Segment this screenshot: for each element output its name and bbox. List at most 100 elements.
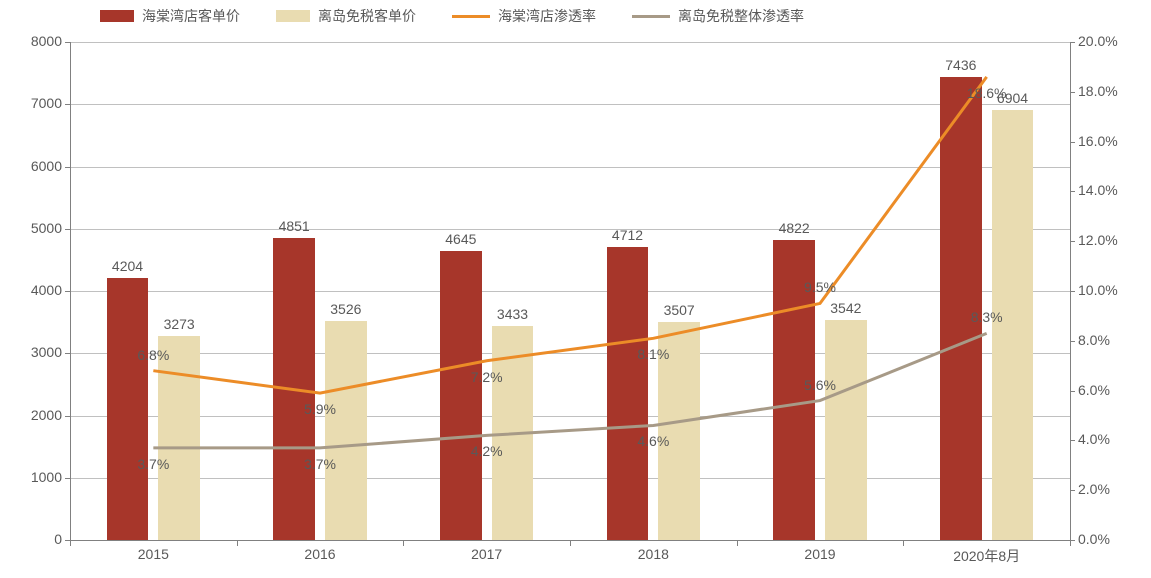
y2-tick: 14.0% [1078, 182, 1118, 198]
x-category-label: 2020年8月 [953, 546, 1020, 566]
y2-tick-mark [1070, 92, 1075, 93]
line-value-label: 7.2% [471, 369, 503, 385]
x-tick-mark [570, 540, 571, 546]
y1-tick-mark [65, 167, 70, 168]
bar [158, 336, 200, 540]
legend-label: 离岛免税客单价 [318, 6, 416, 26]
y1-tick-mark [65, 42, 70, 43]
x-category-label: 2015 [138, 546, 169, 562]
legend-label: 海棠湾店渗透率 [498, 6, 596, 26]
y1-tick: 5000 [31, 220, 62, 236]
legend-swatch [276, 10, 310, 22]
y1-tick-mark [65, 291, 70, 292]
y2-tick: 8.0% [1078, 332, 1110, 348]
bar [825, 320, 867, 540]
y1-tick: 4000 [31, 282, 62, 298]
y2-tick-mark [1070, 391, 1075, 392]
bar-value-label: 3526 [330, 301, 361, 317]
y2-tick: 20.0% [1078, 33, 1118, 49]
bar-value-label: 4645 [445, 231, 476, 247]
bar-value-label: 4204 [112, 258, 143, 274]
line-value-label: 5.9% [304, 401, 336, 417]
x-tick-mark [737, 540, 738, 546]
x-category-label: 2018 [638, 546, 669, 562]
y2-tick: 12.0% [1078, 232, 1118, 248]
x-tick-mark [903, 540, 904, 546]
x-tick-mark [70, 540, 71, 546]
x-category-label: 2017 [471, 546, 502, 562]
y1-tick-mark [65, 478, 70, 479]
line-value-label: 4.6% [637, 433, 669, 449]
line-value-label: 4.2% [471, 443, 503, 459]
bar [492, 326, 534, 540]
bar [607, 247, 649, 540]
legend-label: 海棠湾店客单价 [142, 6, 240, 26]
x-category-label: 2016 [304, 546, 335, 562]
y2-tick: 2.0% [1078, 481, 1110, 497]
gridline [70, 167, 1070, 168]
y1-tick-mark [65, 229, 70, 230]
y1-axis [70, 42, 71, 540]
line-value-label: 6.8% [137, 347, 169, 363]
bar [107, 278, 149, 540]
y2-tick: 10.0% [1078, 282, 1118, 298]
y1-tick: 0 [54, 531, 62, 547]
y2-tick: 18.0% [1078, 83, 1118, 99]
gridline [70, 42, 1070, 43]
y2-tick-mark [1070, 142, 1075, 143]
line-value-label: 3.7% [304, 456, 336, 472]
gridline [70, 478, 1070, 479]
legend-item: 离岛免税客单价 [276, 6, 416, 26]
bar [273, 238, 315, 540]
line-value-label: 18.6% [967, 85, 1007, 101]
line-value-label: 9.5% [804, 279, 836, 295]
bar [325, 321, 367, 540]
bar-value-label: 4712 [612, 227, 643, 243]
y2-tick: 16.0% [1078, 133, 1118, 149]
y1-tick-mark [65, 104, 70, 105]
x-tick-mark [1070, 540, 1071, 546]
y2-tick-mark [1070, 191, 1075, 192]
y2-tick-mark [1070, 241, 1075, 242]
bar-value-label: 4822 [779, 220, 810, 236]
bar-value-label: 3433 [497, 306, 528, 322]
bar-value-label: 3542 [830, 300, 861, 316]
legend-line [452, 15, 490, 18]
legend-item: 海棠湾店客单价 [100, 6, 240, 26]
legend-label: 离岛免税整体渗透率 [678, 6, 804, 26]
y1-tick: 8000 [31, 33, 62, 49]
legend: 海棠湾店客单价 离岛免税客单价 海棠湾店渗透率 离岛免税整体渗透率 [100, 6, 804, 26]
line-value-label: 5.6% [804, 377, 836, 393]
y2-tick-mark [1070, 440, 1075, 441]
y2-tick-mark [1070, 291, 1075, 292]
y2-tick: 4.0% [1078, 431, 1110, 447]
legend-swatch [100, 10, 134, 22]
line-value-label: 8.1% [637, 346, 669, 362]
gridline [70, 229, 1070, 230]
y1-tick: 3000 [31, 344, 62, 360]
bar-value-label: 3507 [664, 302, 695, 318]
legend-line [632, 15, 670, 18]
y2-tick: 0.0% [1078, 531, 1110, 547]
dual-axis-chart: 0100020003000400050006000700080000.0%2.0… [0, 0, 1151, 578]
y2-tick: 6.0% [1078, 382, 1110, 398]
y1-tick: 2000 [31, 407, 62, 423]
y1-tick-mark [65, 353, 70, 354]
line-value-label: 3.7% [137, 456, 169, 472]
bar-value-label: 4851 [279, 218, 310, 234]
y2-tick-mark [1070, 42, 1075, 43]
line-value-label: 8.3% [971, 309, 1003, 325]
x-tick-mark [237, 540, 238, 546]
y2-tick-mark [1070, 490, 1075, 491]
gridline [70, 353, 1070, 354]
y1-tick: 6000 [31, 158, 62, 174]
bar [440, 251, 482, 540]
gridline [70, 291, 1070, 292]
gridline [70, 104, 1070, 105]
y1-tick: 1000 [31, 469, 62, 485]
x-category-label: 2019 [804, 546, 835, 562]
y2-tick-mark [1070, 341, 1075, 342]
legend-item: 海棠湾店渗透率 [452, 6, 596, 26]
legend-item: 离岛免税整体渗透率 [632, 6, 804, 26]
bar-value-label: 3273 [164, 316, 195, 332]
